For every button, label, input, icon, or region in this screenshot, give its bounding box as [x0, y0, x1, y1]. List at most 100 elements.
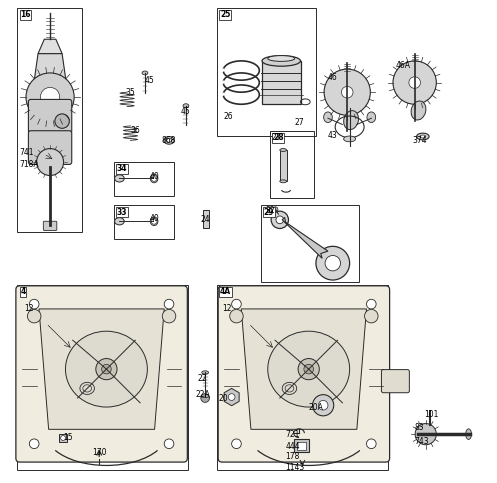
Bar	[203, 210, 209, 228]
Circle shape	[26, 73, 74, 121]
Bar	[217, 8, 316, 136]
FancyBboxPatch shape	[16, 286, 187, 462]
Ellipse shape	[183, 104, 189, 108]
Polygon shape	[282, 217, 328, 258]
Circle shape	[40, 87, 60, 107]
Text: 33: 33	[116, 208, 127, 217]
Circle shape	[365, 310, 378, 323]
Text: 374: 374	[412, 136, 427, 145]
Circle shape	[164, 439, 174, 449]
Bar	[59, 434, 68, 442]
Text: 15: 15	[63, 433, 73, 442]
Text: 20A: 20A	[309, 403, 324, 412]
Text: 45: 45	[181, 107, 191, 116]
Circle shape	[324, 69, 370, 115]
Ellipse shape	[420, 135, 426, 138]
Text: 40: 40	[150, 171, 160, 181]
Text: 12: 12	[222, 304, 232, 313]
Ellipse shape	[202, 371, 209, 374]
Circle shape	[276, 216, 284, 224]
Text: 35: 35	[126, 88, 136, 97]
Polygon shape	[241, 309, 366, 429]
Circle shape	[228, 394, 235, 400]
Text: 12: 12	[24, 304, 34, 313]
Text: 1143: 1143	[286, 463, 305, 472]
Text: 101: 101	[424, 411, 439, 419]
Text: 29: 29	[263, 208, 274, 217]
Ellipse shape	[115, 218, 124, 225]
Circle shape	[393, 61, 436, 104]
Text: 868: 868	[162, 136, 176, 145]
Text: 4A: 4A	[220, 287, 231, 296]
Text: 45: 45	[145, 76, 155, 85]
Ellipse shape	[324, 112, 332, 123]
Text: 743: 743	[414, 437, 429, 446]
Text: 22A: 22A	[195, 390, 210, 398]
Text: 83: 83	[414, 424, 424, 432]
Circle shape	[29, 299, 39, 309]
Ellipse shape	[411, 101, 426, 120]
Circle shape	[230, 310, 243, 323]
Ellipse shape	[416, 133, 429, 140]
Text: 4: 4	[20, 287, 25, 296]
Circle shape	[325, 256, 340, 271]
Circle shape	[341, 86, 353, 98]
Text: 16: 16	[20, 10, 31, 19]
Text: 28: 28	[273, 133, 284, 142]
Polygon shape	[224, 388, 239, 406]
Text: 25: 25	[220, 10, 231, 19]
Ellipse shape	[166, 139, 171, 142]
Bar	[17, 8, 83, 232]
Circle shape	[163, 310, 176, 323]
Bar	[294, 439, 309, 453]
FancyBboxPatch shape	[28, 131, 72, 164]
Text: 718A: 718A	[20, 160, 39, 169]
Circle shape	[164, 299, 174, 309]
Ellipse shape	[268, 331, 349, 407]
Ellipse shape	[142, 71, 148, 75]
Circle shape	[366, 439, 376, 449]
Text: 43: 43	[328, 131, 338, 140]
Circle shape	[316, 246, 349, 280]
Bar	[114, 205, 174, 239]
Bar	[114, 162, 174, 196]
Circle shape	[415, 424, 436, 445]
Ellipse shape	[268, 56, 295, 61]
Text: 20: 20	[219, 394, 228, 402]
Circle shape	[409, 77, 420, 88]
Ellipse shape	[262, 56, 301, 66]
Text: 36: 36	[131, 126, 140, 135]
Text: 170: 170	[92, 448, 106, 457]
Ellipse shape	[466, 429, 472, 440]
Ellipse shape	[150, 217, 158, 226]
Bar	[260, 205, 359, 283]
Bar	[297, 442, 306, 450]
Circle shape	[304, 364, 314, 374]
Circle shape	[151, 218, 157, 224]
Ellipse shape	[280, 149, 287, 152]
Circle shape	[29, 439, 39, 449]
Text: 22: 22	[198, 374, 207, 383]
Ellipse shape	[367, 112, 376, 123]
FancyBboxPatch shape	[43, 221, 57, 230]
Bar	[17, 285, 188, 470]
Text: 34: 34	[116, 164, 127, 173]
Text: 444: 444	[286, 441, 300, 451]
Text: 27: 27	[294, 118, 304, 127]
Circle shape	[96, 358, 117, 380]
Text: 40: 40	[150, 214, 160, 223]
Text: 24: 24	[200, 215, 210, 224]
Circle shape	[61, 436, 66, 440]
Text: 26: 26	[224, 112, 233, 121]
Ellipse shape	[164, 137, 174, 144]
Text: 721: 721	[286, 430, 300, 439]
Polygon shape	[33, 54, 67, 87]
Circle shape	[27, 310, 41, 323]
Text: 46A: 46A	[396, 61, 411, 70]
Circle shape	[232, 299, 241, 309]
Text: 178: 178	[286, 452, 300, 461]
Circle shape	[232, 439, 241, 449]
FancyBboxPatch shape	[218, 286, 390, 462]
Circle shape	[298, 358, 319, 380]
Circle shape	[273, 207, 278, 212]
